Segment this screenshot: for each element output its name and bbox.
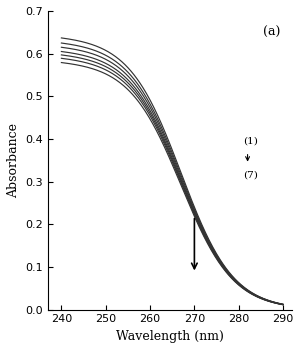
Y-axis label: Absorbance: Absorbance <box>7 123 20 198</box>
Text: (7): (7) <box>243 171 258 180</box>
X-axis label: Wavelength (nm): Wavelength (nm) <box>116 330 224 343</box>
Text: (a): (a) <box>263 26 280 39</box>
Text: (1): (1) <box>243 136 258 146</box>
